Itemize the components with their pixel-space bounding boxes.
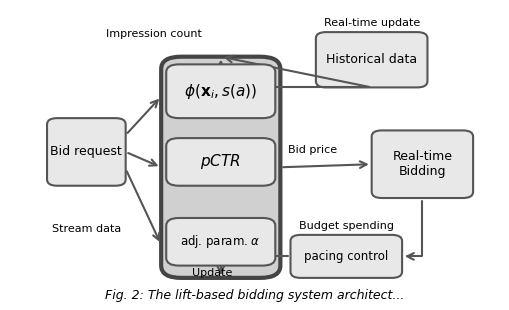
FancyBboxPatch shape [161, 57, 280, 278]
FancyBboxPatch shape [371, 131, 472, 198]
Text: Stream data: Stream data [51, 224, 121, 234]
Text: pacing control: pacing control [303, 250, 388, 263]
Text: Bid request: Bid request [50, 145, 122, 158]
Text: adj. param. $\alpha$: adj. param. $\alpha$ [180, 233, 261, 250]
Text: Impression count: Impression count [105, 29, 201, 39]
FancyBboxPatch shape [47, 118, 125, 186]
Text: Fig. 2: The lift-based bidding system architect...: Fig. 2: The lift-based bidding system ar… [105, 290, 404, 303]
FancyBboxPatch shape [166, 138, 275, 186]
Text: $pCTR$: $pCTR$ [200, 153, 241, 171]
FancyBboxPatch shape [166, 218, 275, 266]
Text: Budget spending: Budget spending [298, 221, 393, 231]
FancyBboxPatch shape [290, 235, 401, 278]
Text: Bid price: Bid price [288, 145, 336, 155]
Text: Real-time
Bidding: Real-time Bidding [391, 150, 451, 178]
Text: Update: Update [191, 268, 232, 278]
Text: Real-time update: Real-time update [323, 18, 419, 28]
Text: $\phi(\mathbf{x}_i, s(a))$: $\phi(\mathbf{x}_i, s(a))$ [184, 82, 257, 101]
FancyBboxPatch shape [315, 32, 427, 87]
Text: Historical data: Historical data [325, 53, 416, 66]
FancyBboxPatch shape [166, 64, 275, 118]
